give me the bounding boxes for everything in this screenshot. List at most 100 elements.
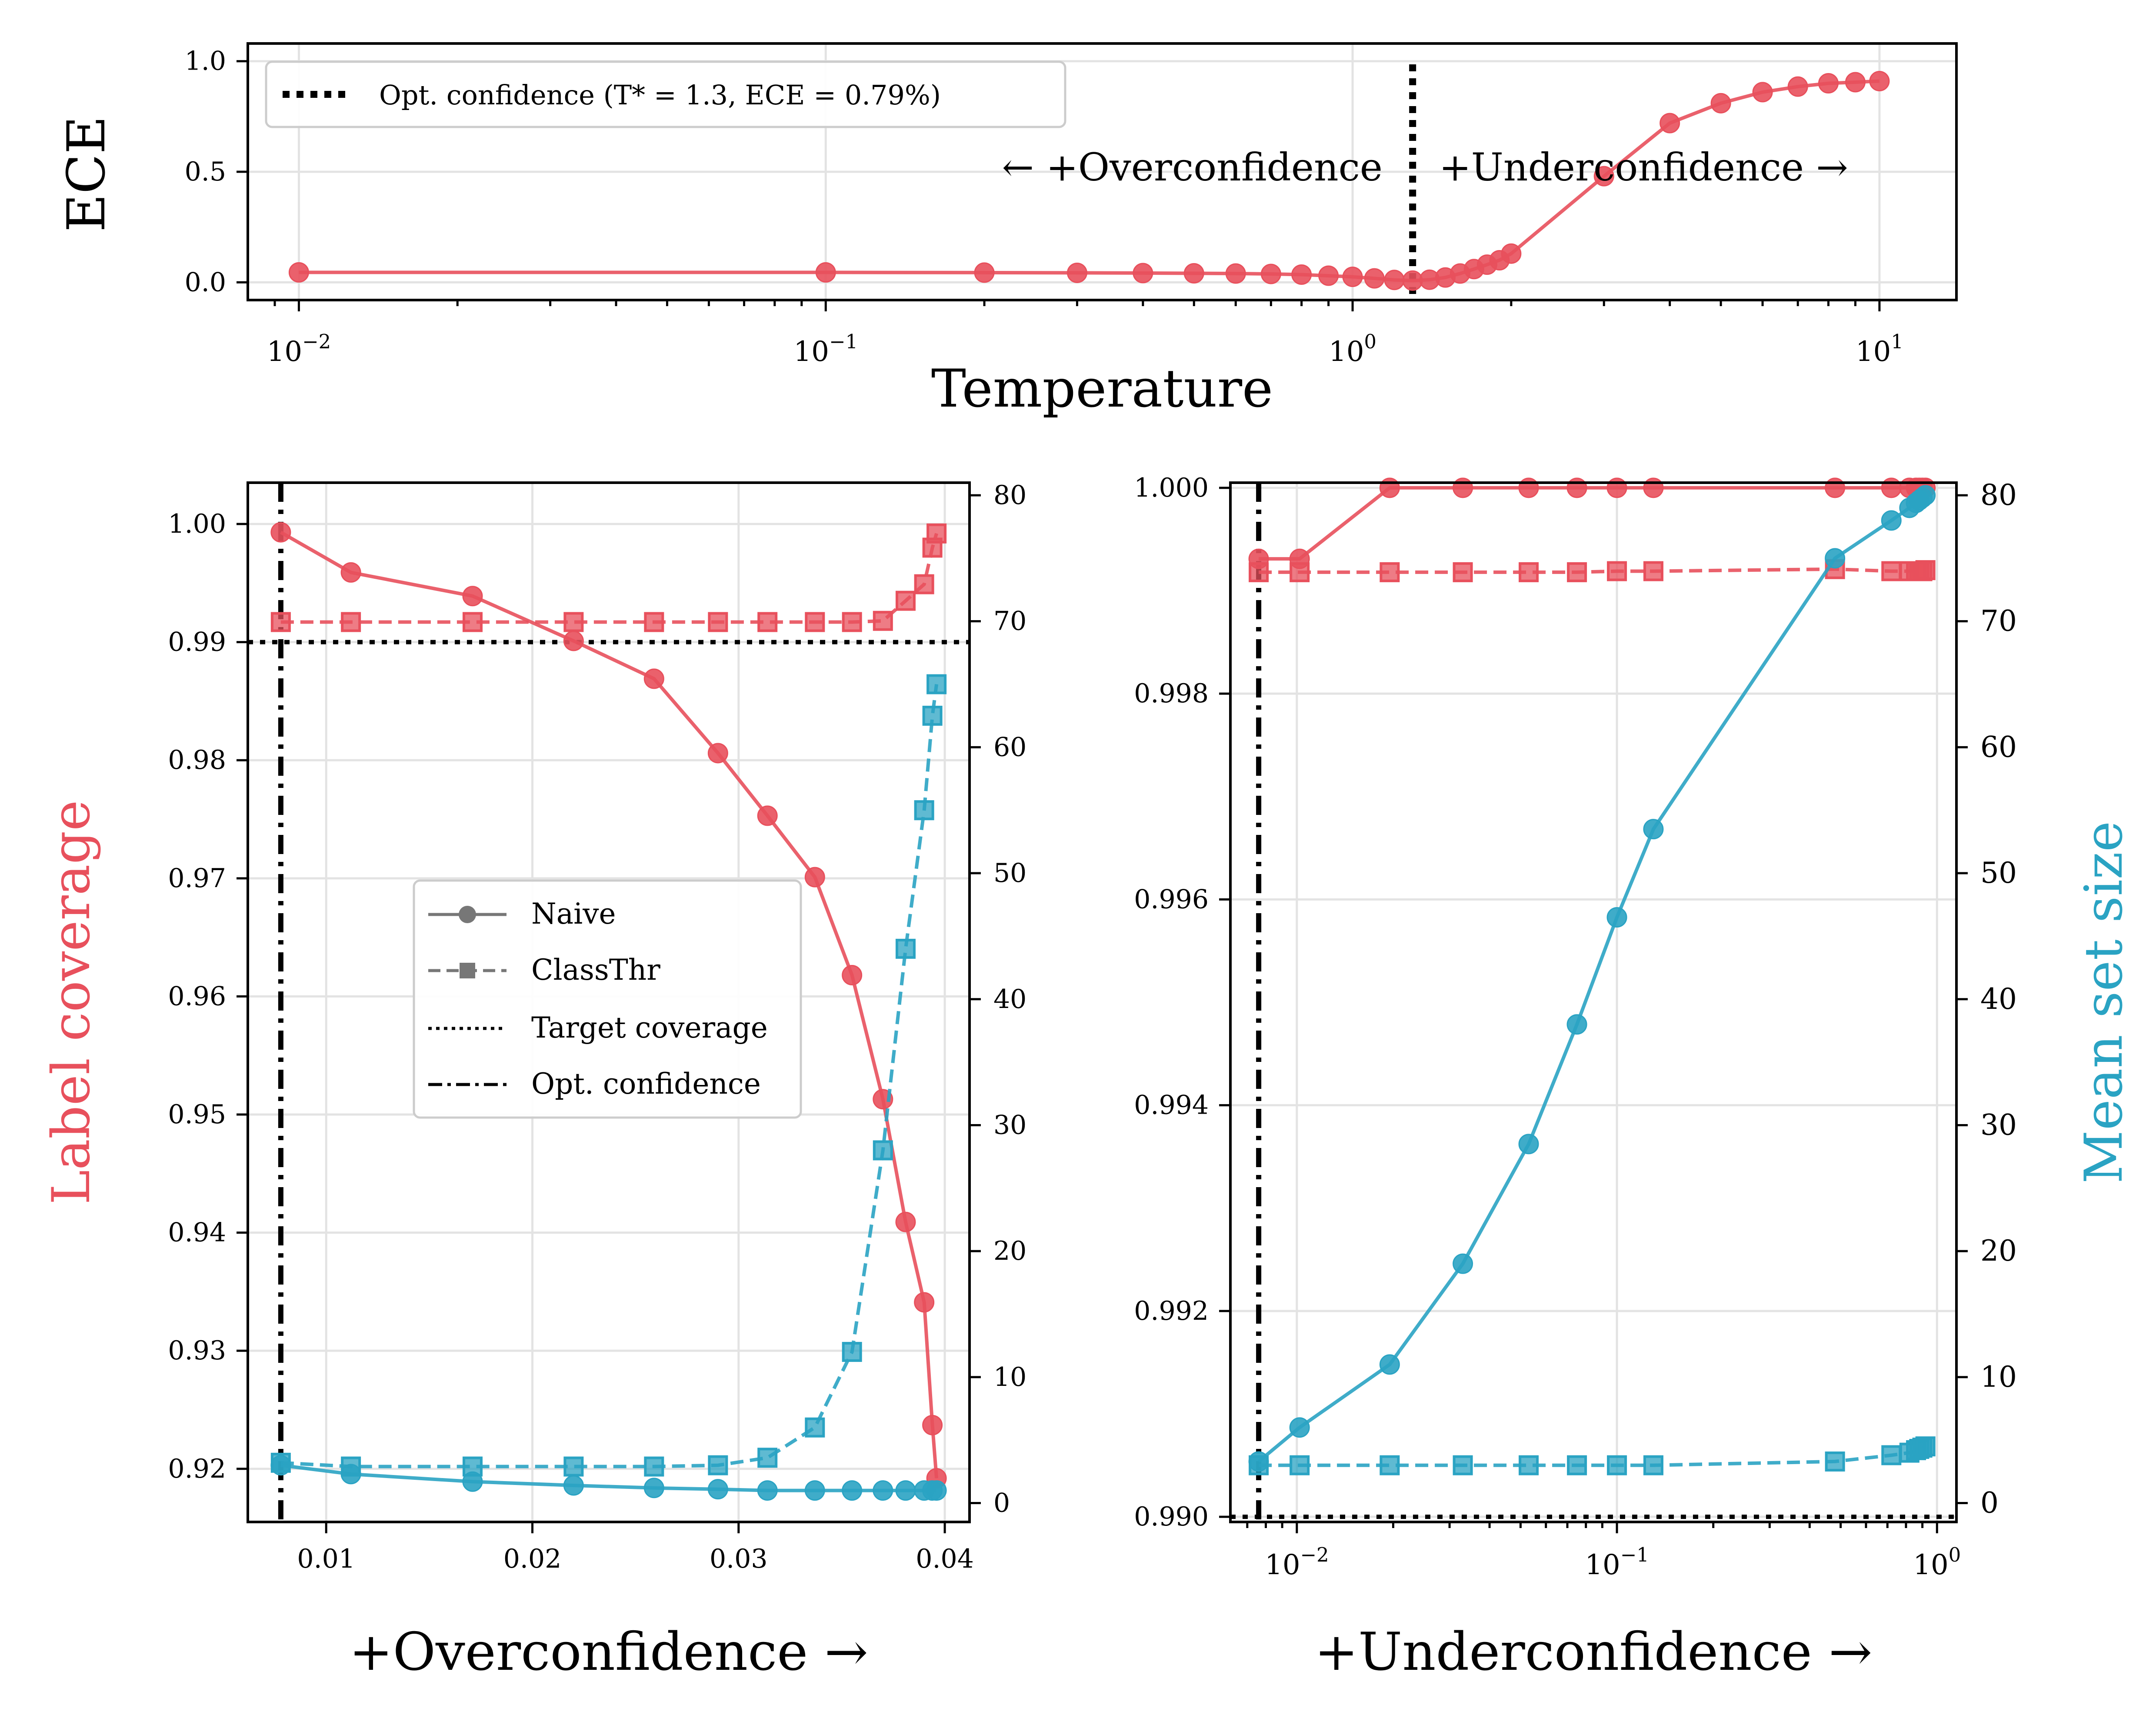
underconfidence-series-3-point: [1643, 1455, 1663, 1475]
underconfidence-series-2-line: [1257, 494, 1927, 1463]
overconfidence-series-3-point: [873, 1140, 893, 1161]
underconf-set-size-tick-label: 70: [1980, 604, 2017, 638]
underconf-y-tick-label: 0.996: [1134, 884, 1209, 914]
underconfidence-series-2-point: [1881, 510, 1902, 531]
underconfidence-series-3-point: [1249, 1455, 1269, 1475]
overconfidence-series-3-point: [914, 800, 934, 821]
overconfidence-marks: [248, 483, 970, 1522]
underconfidence-series-3-point: [1825, 1451, 1845, 1472]
underconfidence-series-2-point: [1453, 1253, 1473, 1274]
set-size-y-tick-label: 0: [993, 1488, 1010, 1518]
overconfidence-series-1-point: [708, 612, 728, 632]
overconfidence-series-3-point: [341, 1456, 361, 1477]
set-size-y-tick-label: 60: [993, 732, 1026, 762]
overconfidence-series-3-point: [922, 705, 943, 726]
ece-series-point: [1501, 243, 1522, 264]
underconf-set-size-tick-label: 0: [1980, 1486, 1999, 1520]
coverage-x-tick-label: 0.04: [916, 1544, 974, 1574]
overconfidence-series-2-point: [873, 1480, 893, 1501]
overconfidence-panel: 0.01 0.02 0.03 0.04 0.92 0.93 0.94 0.95 0.96 0.97…: [41, 480, 1026, 1682]
coverage-y-tick-label: 0.96: [168, 981, 226, 1011]
underconfidence-grid: [1230, 483, 1956, 1522]
underconf-y-tick-label: 0.998: [1134, 678, 1209, 709]
underconfidence-annotation: +Underconfidence →: [1439, 145, 1848, 190]
ece-series-point: [974, 262, 995, 283]
underconf-y-tick-label: 0.994: [1134, 1090, 1209, 1121]
underconfidence-series-3-point: [1915, 1436, 1936, 1457]
overconfidence-series-3-line: [280, 684, 939, 1468]
ece-series-point: [1845, 72, 1866, 93]
overconfidence-series-3-point: [644, 1456, 664, 1477]
set-size-y-tick-label: 20: [993, 1236, 1026, 1266]
overconfidence-series-3-point: [563, 1456, 584, 1477]
underconfidence-series-0-point: [1606, 477, 1627, 498]
underconfidence-series-2-point: [1825, 548, 1846, 569]
ece-series-point: [1066, 262, 1087, 283]
underconfidence-panel: 10−2 10−1 1000.9900.9920.9940.9960.9981.00…: [1134, 473, 2134, 1682]
ece-series-point: [1364, 268, 1385, 289]
ece-series-point: [1787, 76, 1808, 97]
coverage-y-tick-label: 1.00: [168, 509, 226, 539]
overconfidence-series-2-point: [707, 1479, 728, 1500]
set-size-y-tick-label: 30: [993, 1110, 1026, 1140]
overconfidence-x-axis-label: +Overconfidence →: [349, 1622, 868, 1682]
ece-series-point: [1593, 166, 1614, 187]
underconfidence-series-3-point: [1567, 1455, 1587, 1475]
underconfidence-series-2-point: [1518, 1134, 1539, 1155]
underconfidence-series-3-point: [1380, 1455, 1400, 1475]
overconfidence-series-3-point: [805, 1417, 825, 1438]
underconfidence-plot-frame: [1229, 481, 1958, 1523]
underconfidence-series-1-point: [1519, 562, 1539, 582]
overconfidence-ticks: 0.01 0.02 0.03 0.04 0.92 0.93 0.94 0.95 0.96 0.97…: [168, 480, 1026, 1574]
overconfidence-series-2-point: [563, 1475, 584, 1496]
ece-series-point: [1710, 93, 1731, 113]
set-size-y-tick-label: 10: [993, 1362, 1026, 1392]
underconf-y-tick-label: 1.000: [1134, 473, 1209, 503]
underconfidence-series-3-point: [1290, 1455, 1310, 1475]
overconfidence-series-0-point: [340, 562, 361, 583]
overconfidence-series-1-point: [644, 612, 664, 632]
overconfidence-series-1-point: [926, 523, 947, 544]
underconfidence-series-1-point: [1915, 560, 1936, 581]
ece-series-point: [1225, 263, 1246, 284]
ece-x-tick-label: 101: [1856, 330, 1903, 368]
overconfidence-series-3-point: [708, 1455, 728, 1475]
ece-series-point: [1402, 270, 1423, 291]
underconfidence-series-0-point: [1453, 477, 1473, 498]
underconfidence-series-3-point: [1453, 1455, 1473, 1475]
ece-ticks: 10−2 10−1 100 101 0.0 0.5 1.0: [185, 46, 1903, 368]
overconfidence-series-1-point: [270, 612, 291, 632]
ece-series-point: [1659, 113, 1680, 133]
overconfidence-series-2-point: [895, 1480, 916, 1501]
underconfidence-series-0-line: [1259, 486, 1926, 561]
overconfidence-series-0-point: [270, 522, 291, 543]
overconfidence-series-1-point: [895, 591, 916, 611]
underconfidence-series-1-point: [1380, 562, 1400, 582]
underconfidence-series-2-point: [1289, 1417, 1310, 1438]
overconfidence-series-3-point: [926, 674, 947, 694]
overconfidence-series-2-point: [926, 1480, 947, 1501]
ece-x-tick-label: 10−2: [267, 330, 331, 368]
underconf-y-tick-label: 0.990: [1134, 1502, 1209, 1532]
underconfidence-series-0-point: [1881, 477, 1902, 498]
ece-series-point: [1183, 263, 1204, 284]
overconfidence-series-0-point: [643, 668, 664, 689]
overconfidence-series-0-point: [922, 1415, 943, 1435]
legend-classthr-marker: [460, 963, 475, 978]
overconfidence-series-3-point: [895, 938, 916, 959]
underconfidence-series-3-point: [1881, 1445, 1902, 1465]
underconf-set-size-tick-label: 10: [1980, 1360, 2017, 1394]
underconf-set-size-tick-label: 50: [1980, 856, 2017, 890]
ece-x-tick-label: 10−1: [794, 330, 858, 368]
mean-set-size-axis-label: Mean set size: [2074, 821, 2134, 1184]
ece-series-point: [1384, 270, 1405, 290]
overconfidence-series-0-point: [842, 965, 863, 986]
legend-naive-marker: [459, 906, 476, 923]
legend-naive-label: Naive: [531, 897, 616, 931]
legend-target-label: Target coverage: [531, 1011, 768, 1045]
ece-x-axis-label: Temperature: [931, 359, 1273, 419]
coverage-x-tick-label: 0.03: [710, 1544, 768, 1574]
set-size-y-tick-label: 80: [993, 480, 1026, 511]
overconfidence-series-0-point: [563, 631, 584, 651]
